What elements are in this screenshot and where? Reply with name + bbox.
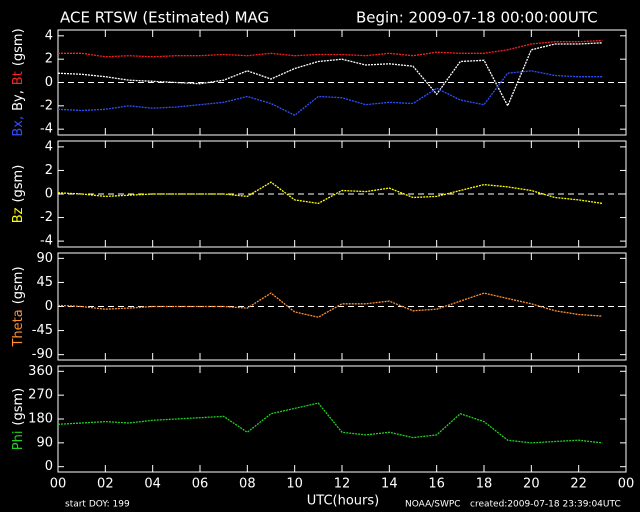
y-tick-label: 2	[45, 163, 53, 178]
start-doy: start DOY: 199	[65, 500, 130, 510]
y-axis-label-part: (gsm)	[11, 165, 26, 203]
data-line	[58, 39, 603, 58]
y-tick-label: -90	[32, 347, 53, 362]
y-tick-label: 0	[45, 459, 53, 474]
y-axis-label: Bx, By, Bt (gsm)	[11, 28, 26, 136]
y-tick-label: 360	[28, 364, 53, 379]
created-time: created:2009-07-18 23:39:04UTC	[470, 500, 621, 510]
y-axis-label-part: (gsm)	[11, 266, 26, 304]
plot-frame	[57, 365, 627, 473]
data-line	[57, 42, 603, 108]
data-line	[57, 70, 603, 116]
x-tick-label: 00	[618, 477, 635, 492]
y-tick-label: -4	[40, 122, 53, 137]
y-axis-label-part: Bt	[11, 71, 26, 85]
y-axis-label: Theta (gsm)	[11, 266, 26, 347]
x-tick-label: 06	[192, 477, 209, 492]
x-tick-label: 10	[286, 477, 303, 492]
data-line	[57, 181, 603, 205]
y-tick-label: 0	[45, 187, 53, 202]
y-axis-label-part: Theta	[11, 309, 26, 347]
y-tick-label: 4	[45, 28, 53, 43]
y-tick-label: 0	[45, 299, 53, 314]
y-tick-label: 0	[45, 75, 53, 90]
begin-time: Begin: 2009-07-18 00:00:00UTC	[356, 9, 598, 27]
data-line	[57, 292, 603, 318]
y-axis-label-part: (gsm)	[11, 388, 26, 426]
x-tick-label: 02	[97, 477, 114, 492]
x-tick-label: 08	[239, 477, 256, 492]
y-axis-label-part: (gsm)	[11, 28, 26, 66]
y-axis-label-part: Bx,	[11, 116, 26, 137]
y-tick-label: 180	[28, 412, 53, 427]
y-tick-label: 2	[45, 52, 53, 67]
chart-title: ACE RTSW (Estimated) MAG	[60, 9, 269, 27]
credit: NOAA/SWPC	[405, 500, 461, 510]
y-axis-label: Bz (gsm)	[11, 165, 26, 224]
x-tick-label: 00	[50, 477, 67, 492]
y-tick-label: 4	[45, 139, 53, 154]
y-axis-label-part: Bz	[11, 207, 26, 223]
y-tick-label: -45	[32, 323, 53, 338]
data-line	[57, 402, 603, 444]
y-tick-label: -4	[40, 234, 53, 249]
y-tick-label: -2	[40, 210, 53, 225]
y-tick-label: 90	[36, 435, 53, 450]
y-tick-label: 90	[36, 251, 53, 266]
y-tick-label: 45	[36, 275, 53, 290]
y-tick-label: 270	[28, 388, 53, 403]
y-axis-label-part: By,	[11, 90, 26, 111]
x-tick-label: 20	[523, 477, 540, 492]
x-tick-label: 14	[381, 477, 398, 492]
y-axis-label: Phi (gsm)	[11, 388, 26, 451]
x-tick-label: 18	[476, 477, 493, 492]
y-axis-label-part: Phi	[11, 431, 26, 451]
y-tick-label: -2	[40, 98, 53, 113]
x-tick-label: 04	[144, 477, 161, 492]
x-axis-label: UTC(hours)	[307, 494, 379, 509]
x-tick-label: 12	[334, 477, 351, 492]
x-tick-label: 22	[570, 477, 587, 492]
x-tick-label: 16	[428, 477, 445, 492]
